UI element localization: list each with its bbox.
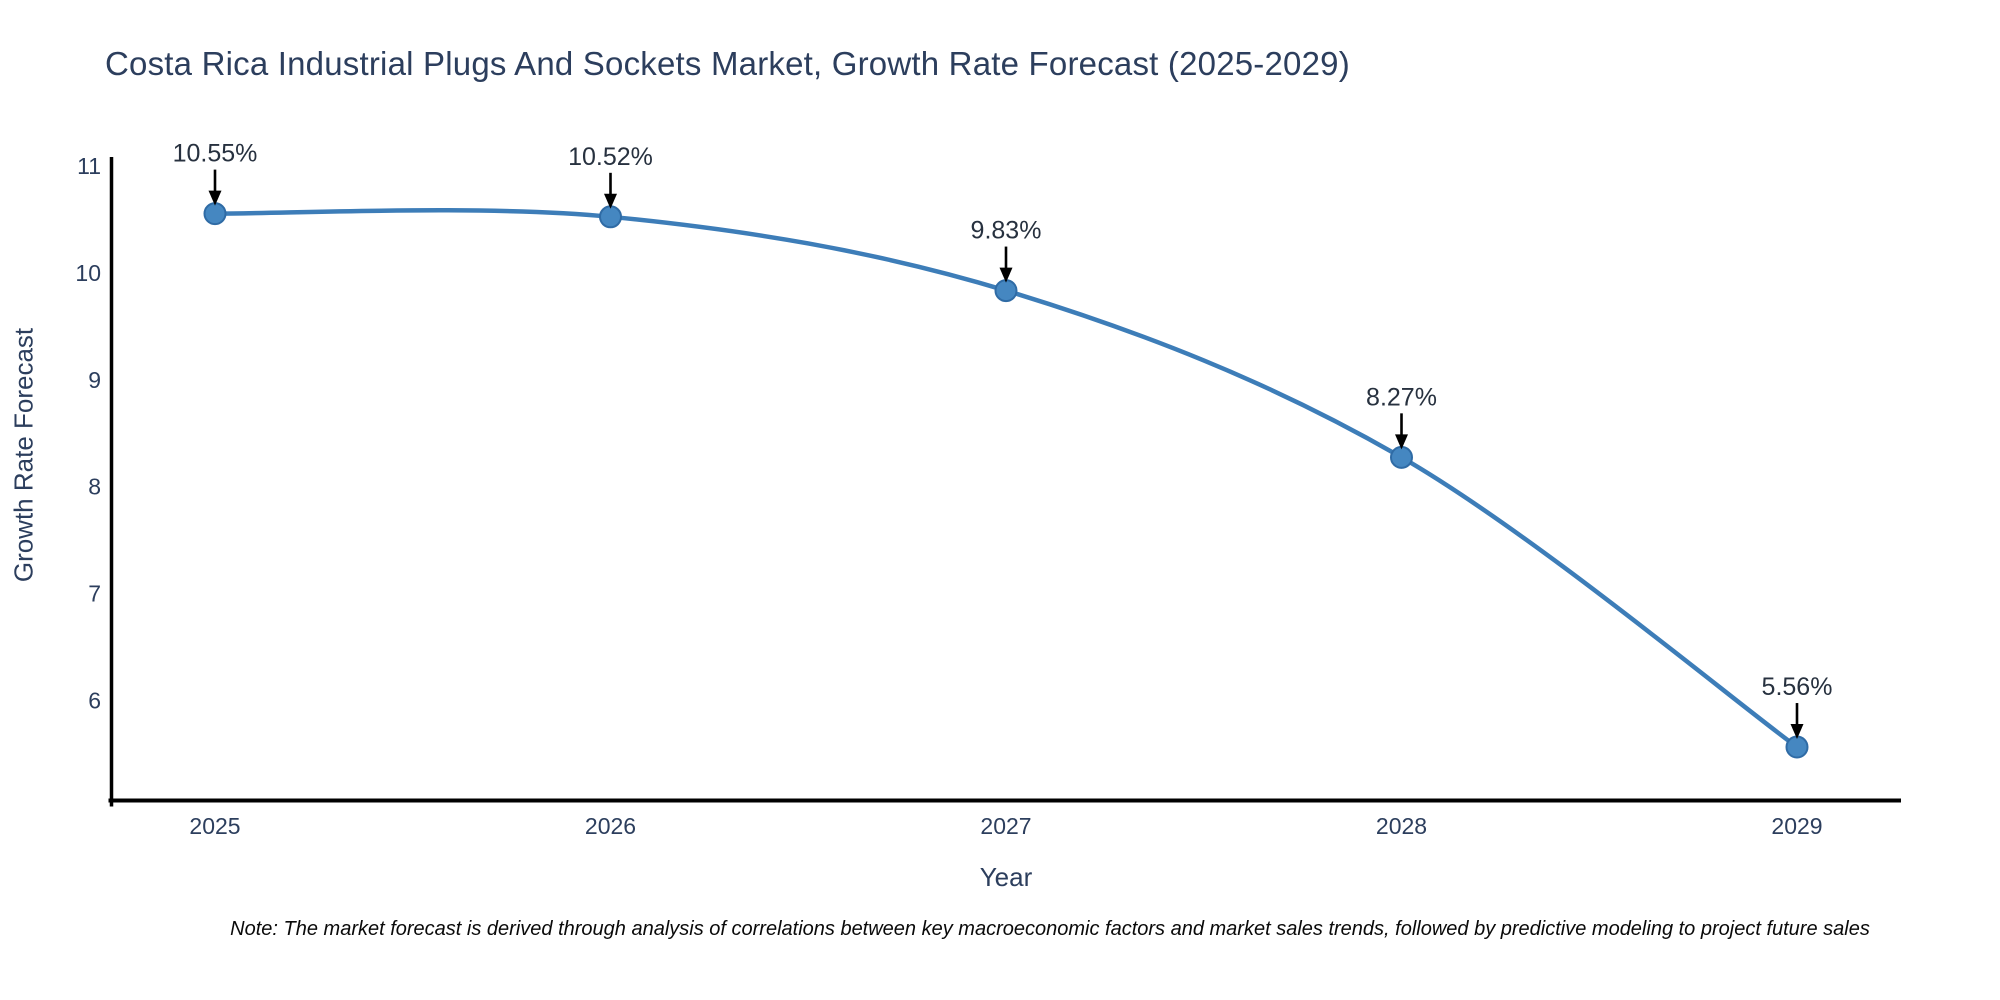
y-tick-label: 6 (88, 688, 101, 714)
annotation-arrowhead (604, 193, 617, 209)
x-tick-label: 2025 (189, 813, 240, 839)
annotation-arrowhead (208, 190, 222, 206)
x-tick-label: 2026 (585, 813, 636, 839)
y-tick-label: 9 (88, 367, 101, 393)
data-label-2029: 5.56% (1762, 673, 1833, 701)
data-point-2029 (1785, 735, 1809, 759)
data-point-2025 (203, 202, 227, 226)
annotation-arrowhead (999, 267, 1013, 283)
data-point-2028 (1390, 445, 1413, 469)
annotation-arrowhead (1790, 724, 1804, 740)
y-tick-label: 8 (88, 474, 101, 500)
data-label-2028: 8.27% (1366, 383, 1437, 411)
x-tick-label: 2027 (980, 813, 1031, 839)
data-label-2027: 9.83% (971, 217, 1042, 245)
y-tick-label: 7 (88, 581, 101, 607)
data-label-2025: 10.55% (173, 140, 258, 168)
annotation-arrowhead (1395, 434, 1408, 450)
x-axis-title: Year (979, 862, 1033, 892)
y-tick-label: 11 (77, 153, 101, 179)
data-point-2027 (994, 279, 1018, 303)
chart-title: Costa Rica Industrial Plugs And Sockets … (105, 45, 1350, 82)
y-tick-label: 10 (75, 260, 101, 286)
data-point-2026 (599, 205, 622, 229)
data-label-2026: 10.52% (568, 143, 653, 171)
x-tick-label: 2029 (1771, 813, 1822, 839)
x-tick-label: 2028 (1376, 813, 1427, 839)
footnote: Note: The market forecast is derived thr… (230, 918, 1870, 940)
